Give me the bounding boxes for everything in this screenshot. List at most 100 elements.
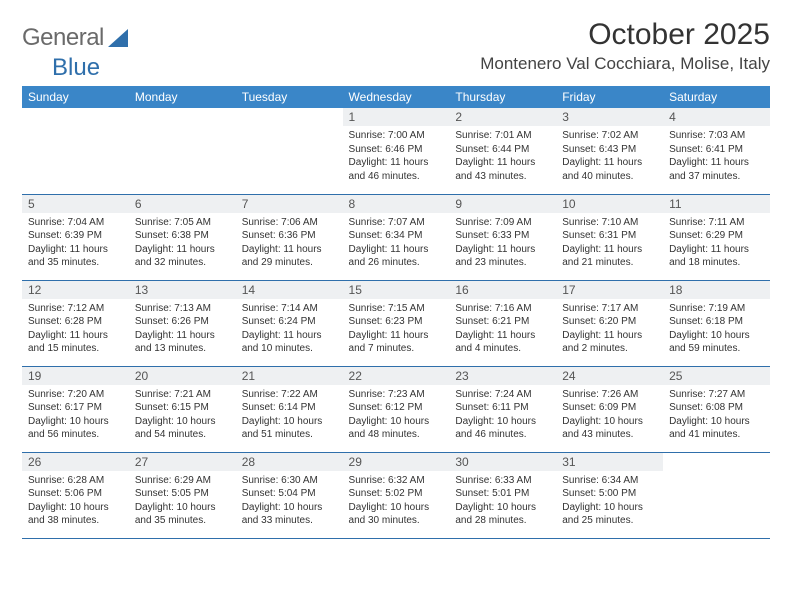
day-detail: Sunrise: 7:13 AMSunset: 6:26 PMDaylight:… <box>129 299 236 360</box>
day-detail: Sunrise: 7:27 AMSunset: 6:08 PMDaylight:… <box>663 385 770 446</box>
day-line: Daylight: 10 hours and 41 minutes. <box>669 415 764 442</box>
day-line: Sunrise: 7:14 AM <box>242 302 337 316</box>
calendar-cell: 17Sunrise: 7:17 AMSunset: 6:20 PMDayligh… <box>556 280 663 366</box>
day-line: Sunset: 6:44 PM <box>455 143 550 157</box>
day-line: Sunrise: 7:22 AM <box>242 388 337 402</box>
day-line: Sunset: 6:39 PM <box>28 229 123 243</box>
day-line: Daylight: 10 hours and 38 minutes. <box>28 501 123 528</box>
day-detail: Sunrise: 7:20 AMSunset: 6:17 PMDaylight:… <box>22 385 129 446</box>
weekday-header: Thursday <box>449 86 556 108</box>
day-number: 15 <box>343 281 450 299</box>
day-line: Daylight: 11 hours and 7 minutes. <box>349 329 444 356</box>
day-number: 10 <box>556 195 663 213</box>
month-title: October 2025 <box>480 18 770 52</box>
day-line: Sunrise: 6:32 AM <box>349 474 444 488</box>
day-number: 19 <box>22 367 129 385</box>
calendar-cell: 9Sunrise: 7:09 AMSunset: 6:33 PMDaylight… <box>449 194 556 280</box>
day-line: Sunset: 6:43 PM <box>562 143 657 157</box>
day-detail: Sunrise: 7:22 AMSunset: 6:14 PMDaylight:… <box>236 385 343 446</box>
calendar-cell <box>663 452 770 538</box>
day-line: Sunrise: 6:34 AM <box>562 474 657 488</box>
day-line: Daylight: 11 hours and 15 minutes. <box>28 329 123 356</box>
calendar-cell: 11Sunrise: 7:11 AMSunset: 6:29 PMDayligh… <box>663 194 770 280</box>
day-detail: Sunrise: 6:33 AMSunset: 5:01 PMDaylight:… <box>449 471 556 532</box>
day-number: 12 <box>22 281 129 299</box>
day-detail: Sunrise: 7:01 AMSunset: 6:44 PMDaylight:… <box>449 126 556 187</box>
day-line: Sunset: 5:02 PM <box>349 487 444 501</box>
calendar-cell <box>129 108 236 194</box>
day-detail: Sunrise: 7:19 AMSunset: 6:18 PMDaylight:… <box>663 299 770 360</box>
day-number: 14 <box>236 281 343 299</box>
day-number: 6 <box>129 195 236 213</box>
day-number: 2 <box>449 108 556 126</box>
day-line: Sunset: 6:34 PM <box>349 229 444 243</box>
day-line: Sunrise: 7:04 AM <box>28 216 123 230</box>
day-number: 18 <box>663 281 770 299</box>
calendar-cell: 21Sunrise: 7:22 AMSunset: 6:14 PMDayligh… <box>236 366 343 452</box>
calendar-cell: 22Sunrise: 7:23 AMSunset: 6:12 PMDayligh… <box>343 366 450 452</box>
day-line: Daylight: 11 hours and 32 minutes. <box>135 243 230 270</box>
day-detail: Sunrise: 7:15 AMSunset: 6:23 PMDaylight:… <box>343 299 450 360</box>
day-line: Sunrise: 7:21 AM <box>135 388 230 402</box>
day-number: 8 <box>343 195 450 213</box>
calendar-cell: 28Sunrise: 6:30 AMSunset: 5:04 PMDayligh… <box>236 452 343 538</box>
day-number: 30 <box>449 453 556 471</box>
day-line: Sunrise: 6:28 AM <box>28 474 123 488</box>
day-line: Daylight: 11 hours and 43 minutes. <box>455 156 550 183</box>
calendar-cell: 27Sunrise: 6:29 AMSunset: 5:05 PMDayligh… <box>129 452 236 538</box>
day-detail: Sunrise: 7:21 AMSunset: 6:15 PMDaylight:… <box>129 385 236 446</box>
day-line: Sunset: 5:06 PM <box>28 487 123 501</box>
calendar-cell: 18Sunrise: 7:19 AMSunset: 6:18 PMDayligh… <box>663 280 770 366</box>
day-line: Sunset: 5:01 PM <box>455 487 550 501</box>
day-line: Daylight: 11 hours and 35 minutes. <box>28 243 123 270</box>
day-line: Sunset: 6:38 PM <box>135 229 230 243</box>
day-line: Sunrise: 7:10 AM <box>562 216 657 230</box>
day-line: Sunrise: 7:26 AM <box>562 388 657 402</box>
day-number: 4 <box>663 108 770 126</box>
calendar-cell: 13Sunrise: 7:13 AMSunset: 6:26 PMDayligh… <box>129 280 236 366</box>
day-detail: Sunrise: 7:03 AMSunset: 6:41 PMDaylight:… <box>663 126 770 187</box>
logo: General <box>22 24 128 52</box>
day-line: Daylight: 11 hours and 21 minutes. <box>562 243 657 270</box>
day-line: Sunrise: 6:29 AM <box>135 474 230 488</box>
day-line: Sunrise: 6:30 AM <box>242 474 337 488</box>
day-detail: Sunrise: 7:14 AMSunset: 6:24 PMDaylight:… <box>236 299 343 360</box>
calendar-cell: 14Sunrise: 7:14 AMSunset: 6:24 PMDayligh… <box>236 280 343 366</box>
day-line: Sunset: 6:26 PM <box>135 315 230 329</box>
day-line: Sunrise: 7:03 AM <box>669 129 764 143</box>
day-line: Sunrise: 7:00 AM <box>349 129 444 143</box>
logo-text-blue-wrap: Blue <box>52 54 792 82</box>
day-detail: Sunrise: 7:11 AMSunset: 6:29 PMDaylight:… <box>663 213 770 274</box>
calendar-header-row: SundayMondayTuesdayWednesdayThursdayFrid… <box>22 86 770 108</box>
day-detail: Sunrise: 7:00 AMSunset: 6:46 PMDaylight:… <box>343 126 450 187</box>
day-line: Daylight: 11 hours and 18 minutes. <box>669 243 764 270</box>
day-line: Daylight: 10 hours and 54 minutes. <box>135 415 230 442</box>
day-line: Sunrise: 7:23 AM <box>349 388 444 402</box>
day-line: Sunrise: 7:01 AM <box>455 129 550 143</box>
day-line: Sunset: 6:09 PM <box>562 401 657 415</box>
day-line: Daylight: 10 hours and 33 minutes. <box>242 501 337 528</box>
calendar-cell: 15Sunrise: 7:15 AMSunset: 6:23 PMDayligh… <box>343 280 450 366</box>
day-detail: Sunrise: 7:04 AMSunset: 6:39 PMDaylight:… <box>22 213 129 274</box>
day-number: 3 <box>556 108 663 126</box>
day-line: Sunset: 6:41 PM <box>669 143 764 157</box>
day-line: Daylight: 11 hours and 13 minutes. <box>135 329 230 356</box>
day-number: 23 <box>449 367 556 385</box>
day-line: Sunset: 6:21 PM <box>455 315 550 329</box>
day-detail: Sunrise: 7:02 AMSunset: 6:43 PMDaylight:… <box>556 126 663 187</box>
calendar-cell: 29Sunrise: 6:32 AMSunset: 5:02 PMDayligh… <box>343 452 450 538</box>
calendar-cell: 26Sunrise: 6:28 AMSunset: 5:06 PMDayligh… <box>22 452 129 538</box>
calendar-cell: 24Sunrise: 7:26 AMSunset: 6:09 PMDayligh… <box>556 366 663 452</box>
calendar-cell: 5Sunrise: 7:04 AMSunset: 6:39 PMDaylight… <box>22 194 129 280</box>
day-number: 11 <box>663 195 770 213</box>
calendar-row: 26Sunrise: 6:28 AMSunset: 5:06 PMDayligh… <box>22 452 770 538</box>
day-detail: Sunrise: 6:29 AMSunset: 5:05 PMDaylight:… <box>129 471 236 532</box>
day-line: Sunrise: 7:16 AM <box>455 302 550 316</box>
day-line: Daylight: 10 hours and 30 minutes. <box>349 501 444 528</box>
day-line: Daylight: 10 hours and 35 minutes. <box>135 501 230 528</box>
day-line: Sunset: 5:00 PM <box>562 487 657 501</box>
day-line: Daylight: 10 hours and 46 minutes. <box>455 415 550 442</box>
weekday-header: Monday <box>129 86 236 108</box>
day-line: Sunset: 6:20 PM <box>562 315 657 329</box>
day-line: Sunrise: 7:15 AM <box>349 302 444 316</box>
